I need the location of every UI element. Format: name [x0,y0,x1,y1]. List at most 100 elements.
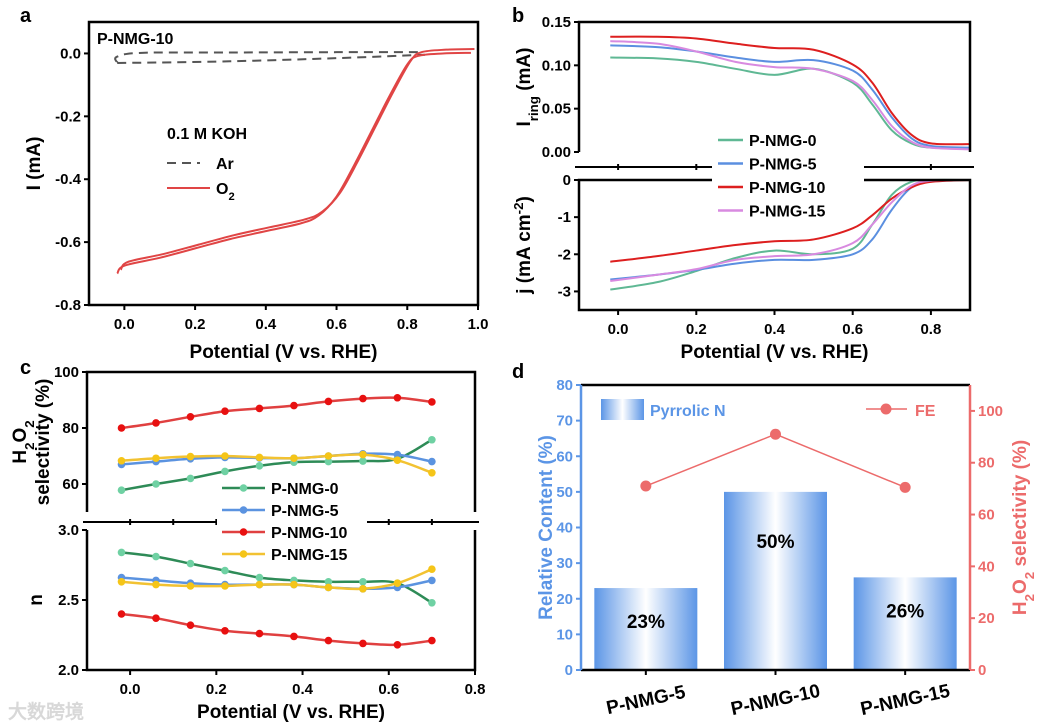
n-marker [152,580,160,589]
x-tick-label: 0.4 [255,316,277,333]
y-tick-label: 0 [978,662,986,679]
x-tick-label: P-NMG-10 [729,681,822,720]
y-axis-title-ring: Iring (mA) [514,48,541,127]
x-tick-label: 0.2 [686,321,707,338]
n-marker [428,599,436,607]
n-marker [324,583,333,592]
legend-title: 0.1 M KOH [167,126,247,143]
selectivity-marker [152,454,160,463]
legend-label: P-NMG-10 [749,180,826,197]
n-marker [117,610,126,618]
watermark-logo: 大数跨境 [8,700,84,723]
n-line-p-nmg-10 [121,612,433,647]
y-tick-label: 20 [556,591,573,608]
n-marker [255,580,264,589]
fe-marker [899,481,911,493]
legend-label-fe: FE [915,403,936,420]
y-tick-label: 40 [978,558,995,575]
label-segment: O [216,181,228,198]
y-tick-label: 0.15 [542,14,571,31]
selectivity-marker [255,404,264,413]
label-segment: I [514,121,535,126]
legend-label: P-NMG-0 [271,481,339,498]
plot-frame-a [87,20,480,307]
selectivity-marker [186,474,195,483]
n-marker [186,621,195,629]
n-marker [255,573,264,582]
x-tick-label: P-NMG-5 [605,682,688,719]
x-tick-label: 0.4 [764,321,786,338]
y-tick-label: 40 [556,520,573,537]
y-tick-label: 70 [556,413,573,430]
legend-label: P-NMG-5 [271,503,339,520]
legend-marker [239,484,248,492]
y-tick-label: 0 [565,662,573,679]
disk-current-line-p-nmg-15 [610,179,971,283]
selectivity-marker [152,419,160,427]
y-tick-label: 60 [978,507,995,524]
legend-swatch-pyrrolic-n [601,399,644,420]
x-tick-label: 0.0 [120,681,141,698]
y-tick-label: 80 [62,420,79,437]
plot-frame-c-top [85,370,477,512]
legend-marker [239,550,248,558]
series-line-o2-return [119,48,475,271]
n-marker [221,582,229,590]
ring-current-line-p-nmg-10 [610,35,971,146]
fe-marker [640,480,652,492]
x-tick-label: 0.6 [842,321,863,338]
n-marker [359,639,367,648]
selectivity-marker [117,424,126,432]
n-marker [290,580,298,589]
panel-letter-b: b [512,5,524,27]
n-line-p-nmg-15 [121,568,433,591]
x-tick-label: 0.4 [292,681,314,698]
n-marker [152,614,160,622]
y-tick-label: -0.4 [55,171,82,188]
selectivity-marker [324,397,333,406]
n-marker [359,578,367,586]
label-segment: O [1010,579,1031,594]
selectivity-marker [324,452,333,460]
sample-annotation: P-NMG-10 [97,31,174,48]
selectivity-marker [186,452,195,461]
legend-marker [239,528,248,536]
n-marker [186,559,195,568]
label-segment: 2 [22,420,37,427]
selectivity-marker [428,457,436,466]
label-segment: ring [526,96,541,121]
selectivity-marker [324,457,333,466]
y-axis-title-left: Relative Content (%) [536,435,557,620]
y-tick-label: 30 [556,555,573,572]
selectivity-marker [255,462,264,470]
y-axis-title: I (mA) [24,137,45,191]
n-marker [221,627,229,635]
label-segment: H [10,450,31,464]
x-tick-label: 0.8 [920,321,941,338]
n-marker [152,552,160,561]
bar-p-nmg-5 [594,588,698,670]
n-marker [393,641,402,649]
y-tick-label: 3.0 [58,522,79,539]
label-segment: ) [514,196,535,202]
y-tick-label: -0.2 [55,108,81,125]
legend-label-o2: O2 [216,181,235,203]
bar-value-label: 23% [627,612,665,633]
x-tick-label: 0.2 [206,681,227,698]
x-tick-label: P-NMG-15 [859,681,953,721]
selectivity-marker [428,435,436,444]
label-segment: 2 [1022,572,1037,579]
label-segment: j (mA cm [514,214,535,295]
panel-letter-c: c [20,357,31,379]
n-marker [186,582,195,590]
label-segment: 2 [228,191,234,203]
y-tick-label: 0.10 [542,57,571,74]
panel-letter-d: d [512,361,524,383]
label-segment: selectivity (%) [1010,440,1031,572]
n-line-p-nmg-0 [121,551,433,604]
x-tick-label: 0.0 [608,321,629,338]
bar-value-label: 26% [886,601,924,622]
selectivity-marker [359,457,367,465]
selectivity-marker [393,393,402,402]
